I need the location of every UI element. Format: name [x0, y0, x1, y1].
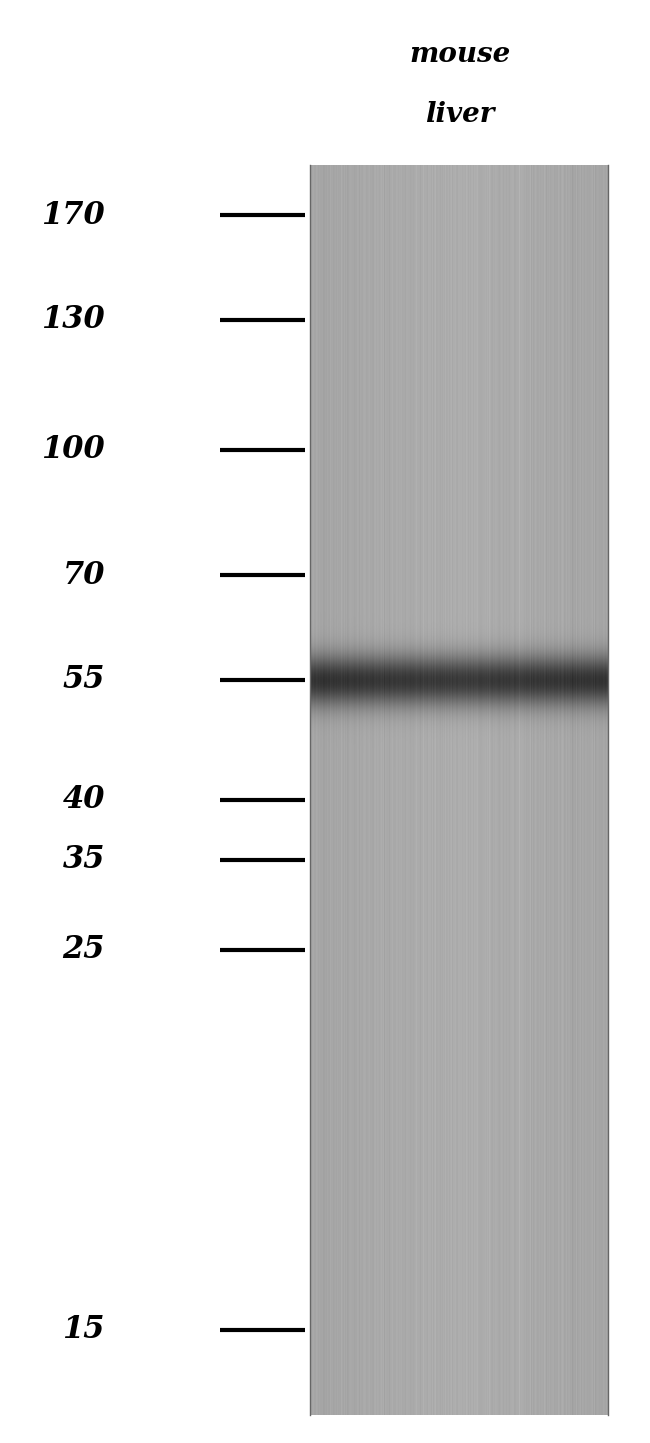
- Text: 25: 25: [62, 935, 105, 965]
- Text: 40: 40: [62, 785, 105, 815]
- Text: 100: 100: [41, 434, 105, 466]
- Text: 55: 55: [62, 664, 105, 696]
- Text: liver: liver: [425, 101, 495, 128]
- Text: 15: 15: [62, 1315, 105, 1345]
- Text: 70: 70: [62, 560, 105, 590]
- Text: 170: 170: [41, 199, 105, 231]
- Text: 35: 35: [62, 844, 105, 876]
- Text: 130: 130: [41, 304, 105, 336]
- Text: mouse: mouse: [410, 42, 511, 68]
